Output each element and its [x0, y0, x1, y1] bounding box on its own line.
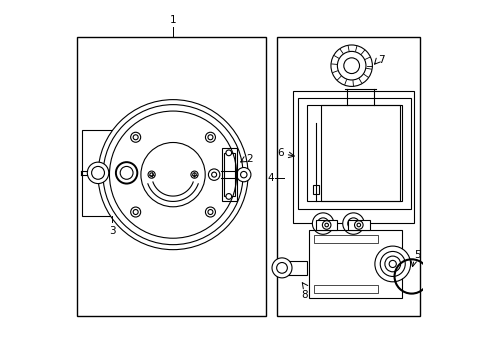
Text: 6: 6 — [277, 148, 283, 158]
Circle shape — [207, 210, 212, 215]
Circle shape — [116, 162, 137, 184]
Circle shape — [384, 256, 400, 272]
Circle shape — [317, 218, 328, 229]
Text: 4: 4 — [266, 173, 273, 183]
Bar — [312, 185, 318, 194]
Bar — [321, 105, 399, 202]
Circle shape — [236, 167, 250, 182]
Bar — [224, 153, 235, 196]
Bar — [313, 285, 378, 293]
Circle shape — [374, 246, 410, 282]
Circle shape — [388, 260, 395, 267]
Bar — [308, 230, 401, 298]
Bar — [82, 130, 142, 216]
Bar — [347, 220, 369, 230]
Circle shape — [133, 210, 138, 215]
Circle shape — [347, 218, 358, 229]
Circle shape — [211, 172, 216, 177]
Circle shape — [324, 223, 328, 227]
Circle shape — [192, 173, 196, 176]
Bar — [292, 91, 413, 223]
Circle shape — [208, 169, 220, 180]
Circle shape — [207, 135, 212, 140]
Circle shape — [190, 171, 198, 178]
Circle shape — [130, 207, 141, 217]
Circle shape — [322, 221, 330, 229]
Circle shape — [312, 213, 333, 234]
Circle shape — [356, 223, 360, 227]
Circle shape — [120, 166, 133, 179]
Circle shape — [337, 51, 365, 80]
Text: 8: 8 — [301, 290, 307, 300]
Bar — [315, 220, 337, 230]
Bar — [313, 235, 378, 243]
Circle shape — [87, 162, 108, 184]
Text: 3: 3 — [109, 226, 115, 237]
Circle shape — [225, 194, 231, 199]
Circle shape — [205, 207, 215, 217]
Circle shape — [330, 45, 372, 86]
Circle shape — [141, 143, 205, 207]
Circle shape — [225, 150, 231, 156]
Circle shape — [98, 100, 247, 249]
Bar — [77, 37, 265, 316]
Circle shape — [354, 221, 363, 229]
Circle shape — [342, 213, 364, 234]
Circle shape — [343, 58, 359, 73]
Circle shape — [133, 135, 138, 140]
Circle shape — [109, 111, 236, 238]
Circle shape — [271, 258, 291, 278]
Text: 1: 1 — [169, 15, 176, 24]
Bar — [276, 37, 419, 316]
Circle shape — [240, 171, 246, 178]
Bar — [287, 261, 306, 275]
Bar — [298, 98, 410, 208]
Bar — [306, 105, 401, 202]
Circle shape — [103, 105, 243, 245]
Text: 7: 7 — [378, 55, 384, 65]
Circle shape — [130, 132, 141, 142]
Text: 2: 2 — [246, 154, 252, 163]
Circle shape — [380, 251, 405, 276]
Bar — [221, 148, 237, 202]
Circle shape — [276, 262, 287, 273]
Circle shape — [91, 166, 104, 179]
Text: 5: 5 — [413, 250, 420, 260]
Circle shape — [149, 173, 153, 176]
Circle shape — [148, 171, 155, 178]
Circle shape — [205, 132, 215, 142]
